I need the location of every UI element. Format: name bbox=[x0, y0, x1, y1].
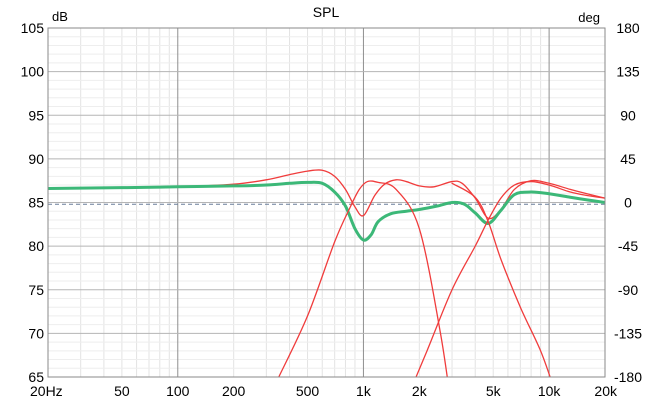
y-unit-right: deg bbox=[578, 10, 600, 25]
series-line-4-red bbox=[415, 180, 605, 377]
y-right-tick-label: 180 bbox=[616, 20, 640, 36]
series-line-1-red bbox=[48, 169, 605, 220]
y-tick-label: 80 bbox=[28, 238, 44, 254]
series-clip bbox=[48, 169, 605, 377]
x-tick-label: 200 bbox=[222, 383, 246, 399]
series-group bbox=[48, 169, 605, 377]
chart-title: SPL bbox=[313, 4, 340, 20]
y-right-tick-label: -45 bbox=[618, 238, 638, 254]
y-right-tick-label: -90 bbox=[618, 282, 638, 298]
x-tick-label: 100 bbox=[166, 383, 190, 399]
y-right-tick-label: -135 bbox=[614, 325, 642, 341]
y-axis-ticks-right: 180 135 90 45 0 -45 -90 -135 -180 bbox=[614, 20, 642, 385]
x-tick-label: 10k bbox=[538, 383, 562, 399]
y-right-tick-label: -180 bbox=[614, 369, 642, 385]
major-gridlines bbox=[48, 28, 605, 377]
y-right-tick-label: 45 bbox=[620, 151, 636, 167]
y-tick-label: 105 bbox=[21, 20, 45, 36]
y-right-tick-label: 135 bbox=[616, 64, 640, 80]
y-tick-label: 100 bbox=[21, 64, 45, 80]
series-line-3-red bbox=[278, 180, 448, 377]
x-tick-label: 2k bbox=[412, 383, 428, 399]
y-tick-label: 90 bbox=[28, 151, 44, 167]
x-axis-ticks: 20Hz 50 100 200 500 1k 2k 5k 10k 20k bbox=[30, 383, 618, 399]
x-tick-label: 20Hz bbox=[30, 383, 63, 399]
x-tick-label: 50 bbox=[114, 383, 130, 399]
x-tick-label: 20k bbox=[594, 383, 618, 399]
y-right-tick-label: 0 bbox=[624, 195, 632, 211]
series-line-2-green bbox=[48, 180, 605, 242]
y-tick-label: 65 bbox=[28, 369, 44, 385]
plot-frame bbox=[47, 27, 606, 378]
y-axis-ticks-left: 105 100 95 90 85 80 75 70 65 bbox=[21, 20, 45, 385]
series-line-5-red bbox=[451, 182, 551, 377]
y-right-tick-label: 90 bbox=[620, 107, 636, 123]
x-tick-label: 5k bbox=[486, 383, 502, 399]
y-tick-label: 75 bbox=[28, 282, 44, 298]
y-unit-left: dB bbox=[52, 9, 68, 24]
x-tick-label: 500 bbox=[296, 383, 320, 399]
y-tick-label: 95 bbox=[28, 107, 44, 123]
x-tick-label: 1k bbox=[356, 383, 372, 399]
y-tick-label: 70 bbox=[28, 325, 44, 341]
y-tick-label: 85 bbox=[28, 195, 44, 211]
